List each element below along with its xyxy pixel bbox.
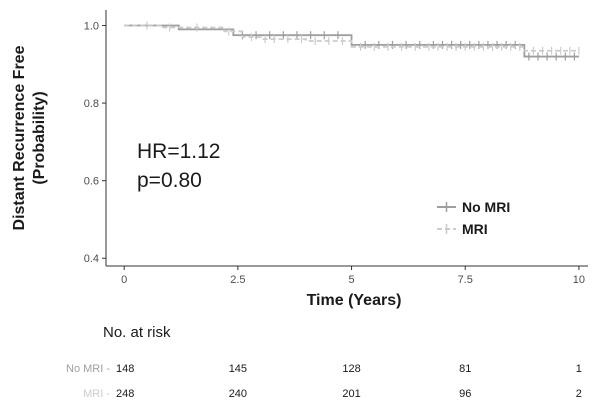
legend-label-mri: MRI [462,221,488,237]
legend-label-no-mri: No MRI [462,199,510,215]
x-axis-title: Time (Years) [307,292,402,309]
risk-row-label: MRI - [83,388,110,400]
risk-table-title: No. at risk [103,324,171,341]
risk-row-label: No MRI - [66,363,110,375]
x-tick-label: 2.5 [230,274,245,286]
x-ticks: 0 2.5 5 7.5 10 [121,266,585,286]
risk-count: 96 [459,388,471,400]
x-tick-label: 5 [348,274,354,286]
risk-count: 2 [576,388,582,400]
risk-count: 145 [229,363,247,375]
legend-item-no-mri: No MRI [437,199,510,215]
y-ticks: 0.4 0.6 0.8 1.0 [84,21,106,265]
y-axis-title: Distant Recurrence Free (Probability) [11,45,48,230]
y-axis-title-line-1: Distant Recurrence Free [11,45,28,230]
y-tick-label: 0.8 [84,98,99,110]
risk-count: 128 [342,363,360,375]
legend: No MRI MRI [437,199,510,237]
risk-count: 81 [459,363,471,375]
y-tick-label: 0.4 [84,253,99,265]
y-tick-label: 1.0 [84,21,99,33]
risk-table: No MRI - 148 145 128 81 1 MRI - 248 240 201 96 2 [66,363,582,400]
axes [105,10,588,267]
risk-count: 148 [116,363,134,375]
p-value-annotation: p=0.80 [137,169,202,192]
series-mri [124,21,580,55]
series-layer [124,21,580,61]
hazard-ratio-annotation: HR=1.12 [137,140,220,163]
y-axis-title-line-2: (Probability) [31,91,48,184]
x-tick-label: 7.5 [458,274,473,286]
risk-count: 201 [342,388,360,400]
x-tick-label: 0 [121,274,127,286]
x-tick-label: 10 [573,274,585,286]
risk-count: 1 [576,363,582,375]
risk-row-mri: MRI - 248 240 201 96 2 [83,388,582,400]
y-tick-label: 0.6 [84,176,99,188]
risk-count: 248 [116,388,134,400]
risk-row-no-mri: No MRI - 148 145 128 81 1 [66,363,582,375]
legend-item-mri: MRI [437,221,488,237]
risk-count: 240 [229,388,247,400]
